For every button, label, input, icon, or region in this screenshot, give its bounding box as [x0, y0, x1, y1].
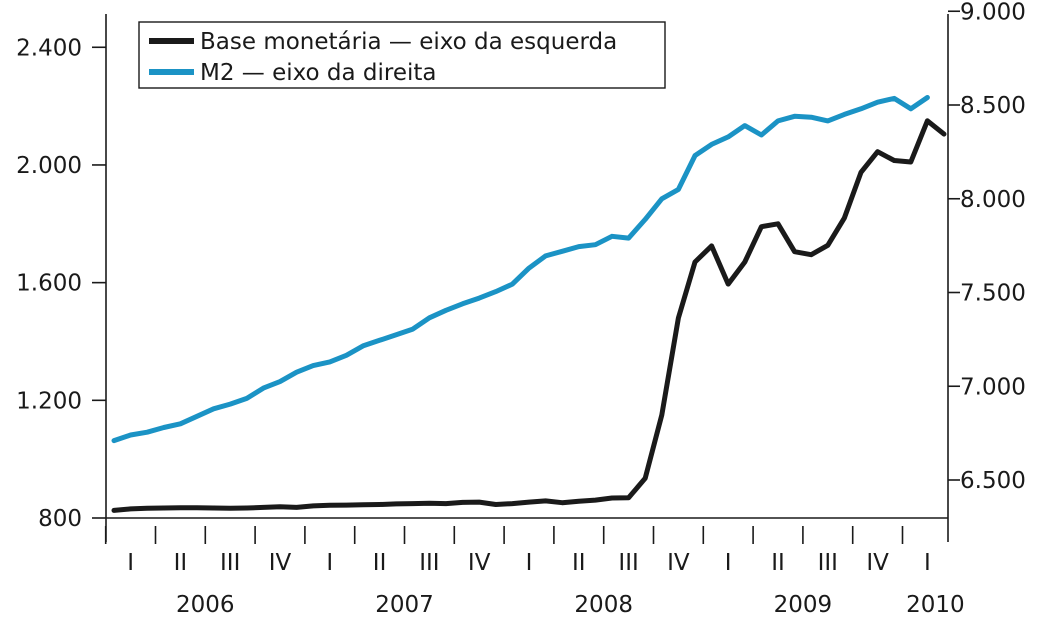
legend: Base monetária — eixo da esquerda M2 — e…: [138, 21, 666, 89]
quarter-label: III: [618, 550, 638, 576]
year-label: 2010: [906, 592, 965, 618]
quarter-label: II: [572, 550, 586, 576]
quarter-label: II: [174, 550, 188, 576]
axes-layer: 800 1.200 1.600 2.000 2.400 6.500 7.000 7.500 8.…: [16, 0, 1026, 618]
right-tick-label: 8.000: [960, 187, 1026, 213]
quarter-label: I: [526, 550, 533, 576]
quarter-label: IV: [468, 550, 491, 576]
right-tick-label: 7.500: [960, 281, 1026, 307]
year-label: 2007: [375, 592, 434, 618]
quarter-label: III: [419, 550, 439, 576]
year-label: 2009: [774, 592, 833, 618]
quarter-label: IV: [269, 550, 292, 576]
right-tick-label: 8.500: [960, 93, 1026, 119]
quarter-label: II: [771, 550, 785, 576]
quarter-label: I: [924, 550, 931, 576]
quarter-label: IV: [667, 550, 690, 576]
legend-label-m2: M2 — eixo da direita: [200, 60, 437, 86]
legend-label-base-monetaria: Base monetária — eixo da esquerda: [200, 29, 617, 55]
series-layer: [111, 95, 947, 513]
base-monetaria-line: [111, 118, 947, 513]
quarter-label: III: [220, 550, 240, 576]
right-tick-label: 7.000: [960, 374, 1026, 400]
right-tick-label: 6.500: [960, 468, 1026, 494]
quarter-label: III: [818, 550, 838, 576]
quarter-label: I: [326, 550, 333, 576]
quarter-label: I: [725, 550, 732, 576]
left-tick-label: 2.000: [16, 153, 82, 179]
year-label: 2008: [574, 592, 633, 618]
legend-box: [138, 21, 666, 89]
quarter-label: I: [127, 550, 134, 576]
m2-line: [111, 95, 930, 444]
year-label: 2006: [176, 592, 235, 618]
left-tick-label: 800: [38, 506, 82, 532]
left-tick-label: 2.400: [16, 35, 82, 61]
right-tick-label: 9.000: [960, 0, 1026, 25]
left-tick-label: 1.200: [16, 388, 82, 414]
quarter-label: IV: [866, 550, 889, 576]
left-tick-label: 1.600: [16, 271, 82, 297]
quarter-label: II: [373, 550, 387, 576]
